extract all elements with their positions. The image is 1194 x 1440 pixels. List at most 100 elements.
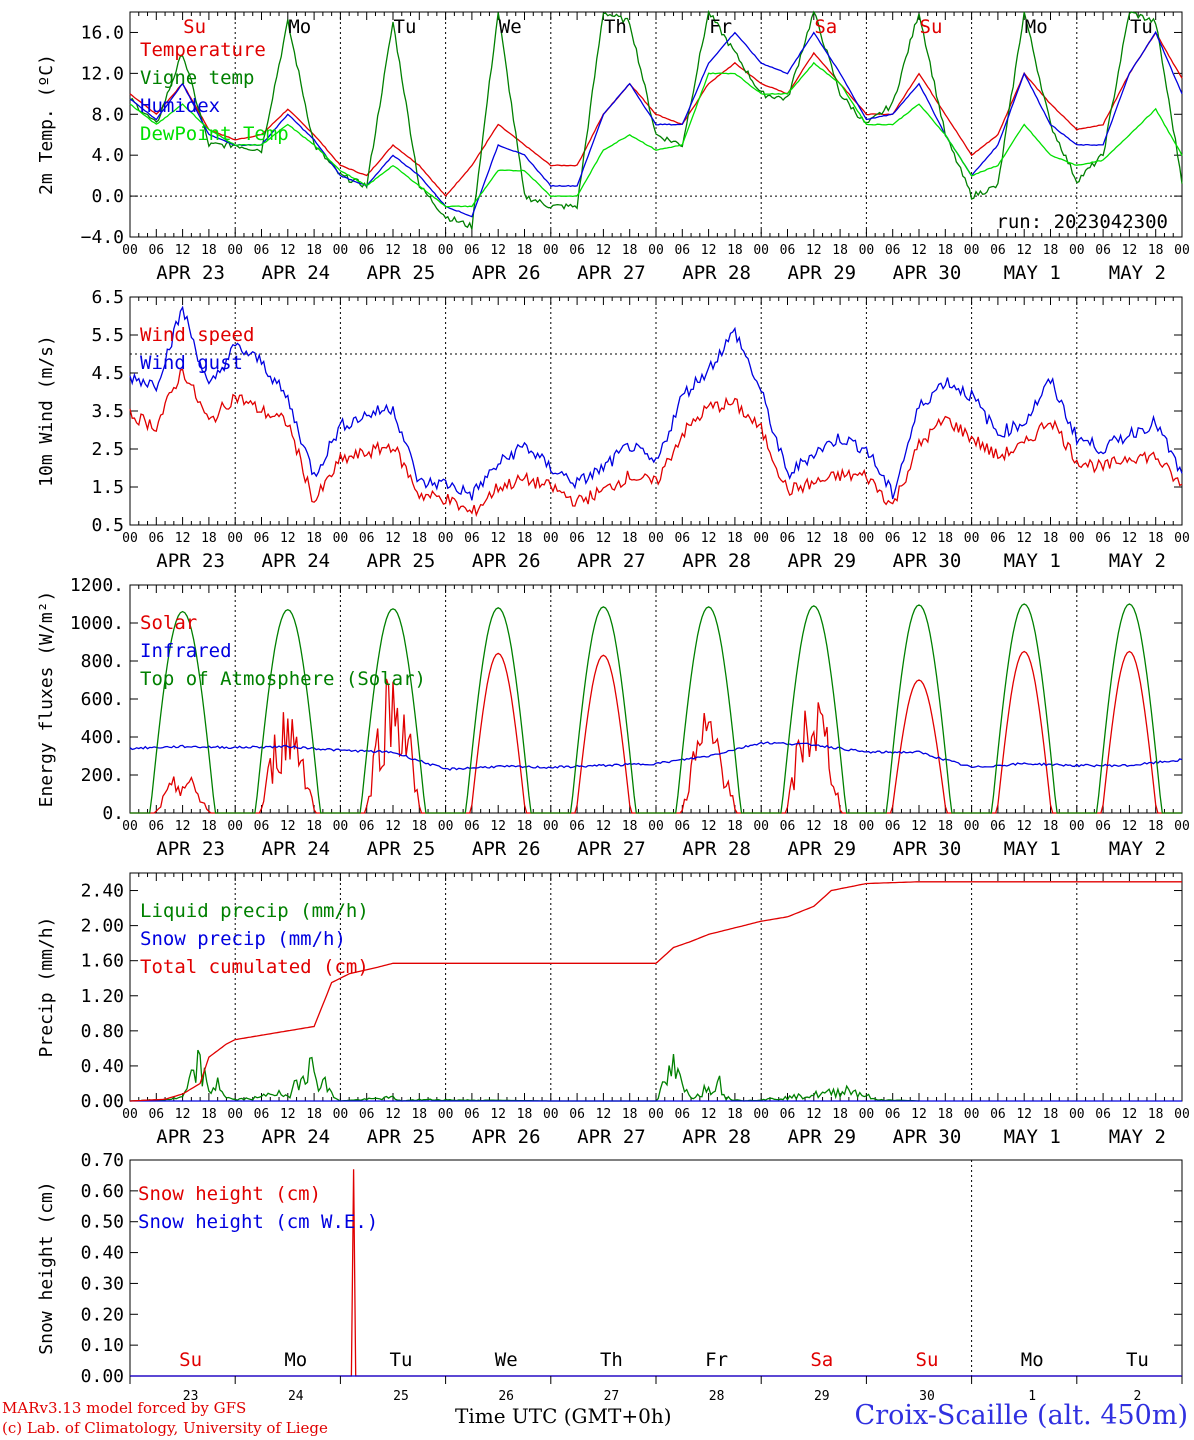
hour-tick-label: 06 [990, 1107, 1006, 1122]
y-tick-label: 2.5 [91, 439, 124, 460]
legend-entry: Temperature [140, 39, 266, 61]
hour-tick-label: 06 [674, 1107, 690, 1122]
hour-tick-label: 12 [280, 243, 296, 258]
hour-tick-label: 00 [1174, 243, 1190, 258]
hour-tick-label: 12 [806, 531, 822, 546]
hour-tick-label: 12 [385, 531, 401, 546]
legend-entry: Solar [140, 612, 197, 634]
hour-tick-label: 06 [569, 531, 585, 546]
hour-tick-label: 06 [990, 819, 1006, 834]
hour-tick-label: 06 [885, 243, 901, 258]
hour-tick-label: 06 [464, 531, 480, 546]
weekday-label: Su [183, 16, 206, 38]
hour-tick-label: 00 [438, 819, 454, 834]
date-label: APR 28 [682, 1126, 751, 1148]
date-label: APR 25 [367, 838, 436, 860]
weekday-label: Su [920, 16, 943, 38]
hour-tick-label: 06 [148, 531, 164, 546]
hour-tick-label: 00 [333, 1107, 349, 1122]
day-number-label: 2 [1133, 1389, 1141, 1404]
date-label: MAY 2 [1109, 550, 1166, 572]
hour-tick-label: 18 [411, 819, 427, 834]
hour-tick-label: 12 [175, 531, 191, 546]
hour-tick-label: 06 [569, 819, 585, 834]
legend-entry: Snow height (cm W.E.) [138, 1211, 378, 1233]
hour-tick-label: 18 [622, 1107, 638, 1122]
hour-tick-label: 12 [490, 819, 506, 834]
hour-tick-label: 12 [701, 531, 717, 546]
hour-tick-label: 00 [964, 1107, 980, 1122]
hour-tick-label: 06 [780, 1107, 796, 1122]
legend-entry: DewPoint Temp [140, 123, 289, 145]
hour-tick-label: 00 [543, 243, 559, 258]
hour-tick-label: 06 [885, 1107, 901, 1122]
hour-tick-label: 12 [701, 819, 717, 834]
hour-tick-label: 12 [385, 1107, 401, 1122]
date-label: MAY 2 [1109, 838, 1166, 860]
date-label: APR 28 [682, 262, 751, 284]
hour-tick-label: 18 [1043, 1107, 1059, 1122]
day-number-label: 1 [1028, 1389, 1036, 1404]
hour-tick-label: 06 [254, 243, 270, 258]
hour-tick-label: 00 [753, 819, 769, 834]
date-label: MAY 2 [1109, 1126, 1166, 1148]
legend-entry: Liquid precip (mm/h) [140, 900, 369, 922]
date-label: APR 27 [577, 838, 646, 860]
legend-entry: Infrared [140, 640, 232, 662]
legend-entry: Total cumulated (cm) [140, 956, 369, 978]
hour-tick-label: 00 [964, 531, 980, 546]
copyright-credit: (c) Lab. of Climatology, University of L… [2, 1419, 328, 1437]
series-line-wind-gust [129, 305, 1183, 501]
series-line-vigne-temp [129, 9, 1183, 230]
hour-tick-label: 06 [674, 531, 690, 546]
legend-entry: Vigne temp [140, 67, 254, 89]
hour-tick-label: 12 [596, 531, 612, 546]
hour-tick-label: 06 [674, 243, 690, 258]
y-tick-label: 600. [81, 689, 124, 710]
hour-tick-label: 18 [201, 531, 217, 546]
day-number-label: 28 [709, 1389, 725, 1404]
weekday-label-bottom: Mo [1021, 1349, 1044, 1371]
hour-tick-label: 12 [385, 819, 401, 834]
hour-tick-label: 12 [280, 1107, 296, 1122]
day-number-label: 24 [288, 1389, 304, 1404]
time-axis-label: Time UTC (GMT+0h) [455, 1404, 672, 1428]
y-tick-label: 0.40 [81, 1056, 124, 1077]
day-number-label: 26 [498, 1389, 514, 1404]
hour-tick-label: 12 [175, 819, 191, 834]
hour-tick-label: 18 [937, 531, 953, 546]
y-tick-label: 16.0 [81, 22, 124, 43]
y-tick-label: 0.40 [81, 1243, 124, 1264]
weekday-label-bottom: Mo [284, 1349, 307, 1371]
legend-entry: Snow precip (mm/h) [140, 928, 346, 950]
hour-tick-label: 12 [806, 243, 822, 258]
run-label: run: 2023042300 [996, 211, 1168, 233]
panel-2 [129, 296, 1183, 526]
hour-tick-label: 18 [306, 531, 322, 546]
hour-tick-label: 12 [701, 243, 717, 258]
hour-tick-label: 00 [648, 243, 664, 258]
weekday-label: Fr [709, 16, 732, 38]
hour-tick-label: 18 [727, 243, 743, 258]
hour-tick-label: 06 [359, 1107, 375, 1122]
y-tick-label: 1.20 [81, 986, 124, 1007]
hour-tick-label: 00 [227, 531, 243, 546]
y-tick-label: 0.60 [81, 1181, 124, 1202]
hour-tick-label: 12 [596, 819, 612, 834]
hour-tick-label: 06 [1095, 531, 1111, 546]
hour-tick-label: 00 [438, 243, 454, 258]
legend-entry: Top of Atmosphere (Solar) [140, 668, 426, 690]
hour-tick-label: 12 [385, 243, 401, 258]
y-tick-label: 400. [81, 727, 124, 748]
hour-tick-label: 18 [517, 243, 533, 258]
hour-tick-label: 00 [964, 819, 980, 834]
series-line-wind-speed [129, 368, 1183, 518]
y-tick-label: 0.80 [81, 1021, 124, 1042]
hour-tick-label: 12 [1016, 819, 1032, 834]
y-tick-label: 2.00 [81, 916, 124, 937]
y-tick-label: 1200. [70, 575, 124, 596]
series-line-total-cumulated-cm- [129, 881, 1182, 1102]
hour-tick-label: 00 [1069, 1107, 1085, 1122]
hour-tick-label: 18 [1043, 531, 1059, 546]
hour-tick-label: 18 [1043, 819, 1059, 834]
